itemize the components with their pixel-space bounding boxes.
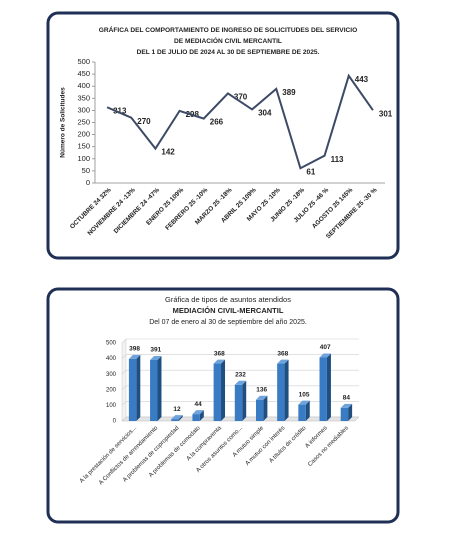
y-tick-label: 0 — [113, 419, 117, 425]
y-tick-label: 400 — [106, 356, 117, 362]
y-tick-label: 250 — [77, 117, 90, 126]
bar-top — [340, 403, 353, 408]
bar-top — [234, 380, 247, 385]
bar-front — [171, 419, 179, 421]
y-tick-label: 150 — [77, 142, 90, 151]
y-axis-label: Número de Solicitudes — [60, 87, 67, 158]
data-label: 389 — [282, 88, 296, 97]
bar-front — [340, 407, 349, 421]
bar-side — [136, 354, 141, 421]
bar-front — [298, 404, 306, 421]
bar-top — [277, 359, 289, 364]
line-series — [106, 73, 374, 170]
data-label: 368 — [214, 350, 225, 357]
data-label: 12 — [173, 406, 181, 413]
bar-top — [319, 353, 331, 358]
y-tick-label: 350 — [77, 93, 90, 102]
chart-title: Gráfica de tipos de asuntos atendidos — [165, 295, 291, 304]
bar-side — [326, 353, 331, 421]
data-label: 391 — [150, 347, 161, 354]
bar — [192, 410, 204, 421]
data-label: 142 — [161, 148, 175, 157]
data-label: 398 — [129, 346, 140, 353]
data-label: 304 — [258, 109, 272, 118]
bar — [298, 400, 310, 421]
data-label: 370 — [234, 93, 248, 102]
bar-front — [277, 363, 285, 421]
bar — [128, 354, 141, 421]
y-tick-label: 0 — [86, 178, 90, 187]
bar-side — [157, 356, 162, 421]
grid-line — [121, 338, 359, 344]
data-label: 313 — [113, 106, 127, 115]
data-label: 232 — [235, 372, 246, 379]
y-tick-label: 100 — [77, 154, 90, 163]
bar-side — [305, 400, 310, 421]
chart-subtitle: Del 07 de enero al 30 de septiembre del … — [149, 319, 307, 326]
bar-top — [213, 359, 226, 364]
bar — [171, 415, 183, 421]
data-label: 105 — [299, 391, 310, 398]
chart-title: DEL 1 DE JULIO DE 2024 AL 30 DE SEPTIEMB… — [137, 49, 320, 56]
y-tick-label: 200 — [77, 130, 90, 139]
bar — [255, 395, 268, 421]
y-tick-label: 300 — [77, 105, 90, 114]
bar-top — [150, 356, 162, 361]
plot-wall — [121, 338, 127, 422]
bar-top — [128, 354, 141, 359]
bar-front — [319, 357, 327, 421]
bar-top — [255, 395, 268, 400]
y-tick-label: 300 — [106, 372, 117, 378]
y-tick-label: 100 — [106, 403, 117, 409]
bar-side — [178, 415, 183, 421]
bar-front — [234, 384, 243, 421]
bar-side — [263, 395, 268, 421]
chart-title: GRÁFICA DEL COMPORTAMIENTO DE INGRESO DE… — [99, 25, 358, 34]
bar-top — [171, 415, 183, 420]
chart-frame — [46, 11, 400, 260]
data-label: 136 — [256, 387, 267, 394]
bar — [340, 403, 353, 421]
data-label: 443 — [355, 75, 369, 84]
bar — [213, 359, 226, 421]
bar-front — [150, 360, 158, 421]
bar — [277, 359, 289, 421]
bar-top — [192, 410, 204, 415]
y-tick-label: 500 — [106, 341, 117, 347]
bar-side — [348, 403, 353, 421]
bar — [150, 356, 162, 421]
bar-front — [255, 399, 264, 421]
y-tick-label: 450 — [77, 69, 90, 78]
data-label: 368 — [277, 350, 288, 357]
data-label: 301 — [379, 109, 393, 118]
y-tick-label: 200 — [106, 387, 117, 393]
data-label: 266 — [210, 118, 224, 127]
y-tick-label: 50 — [82, 166, 90, 175]
bar-front — [192, 414, 200, 421]
bar-side — [221, 359, 226, 421]
data-label: 270 — [137, 117, 151, 126]
bar-side — [284, 359, 289, 421]
grid-line — [121, 354, 359, 359]
bar-front — [128, 358, 137, 421]
bar-side — [242, 380, 247, 421]
data-label: 44 — [195, 401, 203, 408]
data-label: 84 — [343, 395, 351, 402]
data-label: 113 — [331, 155, 344, 164]
data-label: 407 — [320, 344, 331, 351]
y-tick-label: 400 — [77, 81, 90, 90]
bar — [319, 353, 331, 421]
bar-top — [298, 400, 310, 405]
bar-side — [199, 410, 204, 421]
chart-title: DE MEDIACIÓN CIVIL MERCANTIL — [174, 36, 282, 45]
bar-front — [213, 363, 222, 421]
bar — [234, 380, 247, 421]
chart-title: MEDIACIÓN CIVIL-MERCANTIL — [173, 306, 284, 315]
y-tick-label: 500 — [77, 57, 90, 66]
data-label: 61 — [306, 167, 315, 176]
